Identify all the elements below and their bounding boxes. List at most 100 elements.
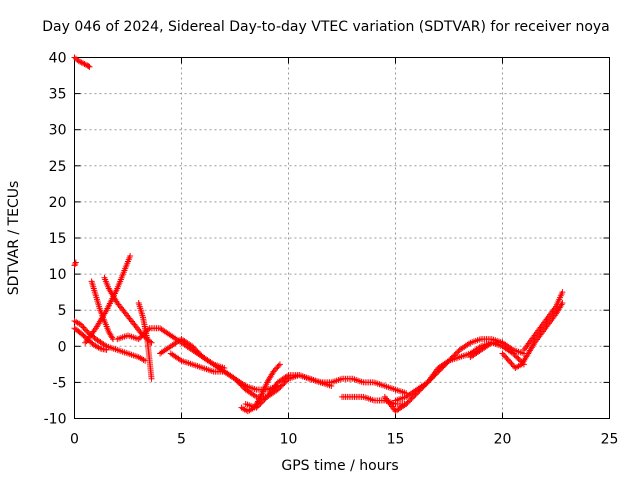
- x-tick-label: 5: [177, 432, 186, 448]
- data-point: [262, 395, 269, 402]
- data-point: [514, 354, 521, 361]
- y-tick-label: 0: [58, 339, 67, 355]
- y-tick-label: 40: [49, 51, 67, 67]
- data-point: [403, 401, 410, 408]
- data-point: [232, 375, 238, 382]
- series-arc-p: [499, 299, 566, 371]
- data-point: [281, 379, 288, 386]
- data-point: [511, 351, 518, 358]
- data-point: [145, 326, 152, 333]
- data-point: [138, 333, 145, 340]
- data-point: [194, 348, 201, 355]
- y-tick-label: 5: [58, 303, 67, 319]
- series-arc-k: [242, 372, 410, 411]
- y-tick-label: 25: [49, 159, 67, 175]
- data-point: [407, 396, 414, 403]
- data-point: [80, 60, 87, 67]
- y-tick-label: -10: [44, 412, 67, 428]
- data-point: [271, 367, 278, 374]
- data-point: [509, 362, 516, 369]
- y-tick-label: -5: [53, 375, 67, 391]
- data-point: [276, 361, 283, 368]
- data-point: [86, 63, 93, 70]
- data-point: [238, 382, 245, 389]
- x-axis-label: GPS time / hours: [281, 458, 398, 474]
- data-point: [275, 362, 282, 369]
- data-point: [507, 359, 514, 366]
- series-arc-a: [71, 318, 149, 364]
- data-point: [278, 382, 285, 389]
- y-axis-label: SDTVAR / TECUs: [6, 181, 22, 296]
- data-point: [141, 330, 148, 337]
- data-point: [85, 63, 92, 70]
- data-point: [81, 60, 88, 67]
- data-point: [503, 354, 510, 361]
- data-point: [515, 355, 522, 362]
- series-arc-e: [82, 253, 134, 346]
- series-arc-top: [71, 54, 93, 70]
- data-point: [499, 350, 506, 357]
- y-tick-label: 20: [49, 195, 67, 211]
- data-point: [142, 329, 149, 336]
- x-tick-label: 15: [387, 432, 405, 448]
- data-point: [72, 260, 79, 267]
- data-point: [408, 395, 415, 402]
- data-point: [512, 353, 519, 360]
- data-point: [405, 398, 412, 405]
- series-arc-d: [101, 274, 155, 346]
- series-arc-b: [71, 325, 110, 353]
- data-point: [254, 403, 261, 410]
- chart-title: Day 046 of 2024, Sidereal Day-to-day VTE…: [42, 19, 610, 35]
- data-point: [139, 332, 146, 339]
- data-point: [191, 346, 198, 353]
- series-arc-n: [392, 339, 506, 404]
- data-point: [137, 334, 144, 341]
- x-tick-label: 10: [280, 432, 298, 448]
- data-point: [78, 59, 85, 66]
- data-point: [277, 383, 284, 390]
- data-point: [77, 58, 84, 65]
- grid-lines: [74, 57, 610, 419]
- data-marks: [71, 54, 566, 415]
- series-arc-f: [135, 299, 155, 382]
- x-tick-label: 0: [70, 432, 79, 448]
- data-point: [148, 375, 155, 382]
- data-point: [270, 368, 277, 375]
- data-point: [189, 343, 196, 350]
- data-point: [127, 253, 134, 260]
- data-point: [143, 327, 150, 334]
- y-tick-label: 15: [49, 231, 67, 247]
- data-point: [75, 58, 82, 65]
- data-point: [190, 344, 197, 351]
- data-point: [240, 383, 247, 390]
- data-point: [409, 394, 416, 401]
- data-point: [280, 381, 287, 388]
- data-point: [234, 378, 241, 385]
- data-point: [258, 399, 265, 406]
- data-point: [274, 364, 281, 371]
- data-point: [500, 351, 507, 358]
- data-point: [71, 262, 78, 269]
- data-point: [261, 396, 268, 403]
- x-tick-label: 25: [601, 432, 619, 448]
- data-point: [454, 349, 461, 356]
- data-point: [109, 334, 116, 341]
- data-point: [103, 346, 110, 353]
- data-point: [404, 399, 411, 406]
- data-point: [273, 365, 280, 372]
- series-arc-o: [467, 339, 527, 368]
- series-arc-c: [88, 278, 117, 343]
- x-tick-label: 20: [494, 432, 512, 448]
- y-tick-label: 35: [49, 87, 67, 103]
- data-point: [505, 357, 512, 364]
- data-point: [502, 353, 509, 360]
- data-point: [253, 404, 260, 411]
- data-point: [79, 323, 86, 330]
- data-point: [233, 377, 240, 384]
- data-point: [256, 401, 263, 408]
- data-point: [276, 385, 283, 392]
- data-point: [197, 351, 204, 358]
- data-point: [510, 350, 517, 357]
- data-point: [72, 259, 79, 266]
- data-point: [193, 347, 200, 354]
